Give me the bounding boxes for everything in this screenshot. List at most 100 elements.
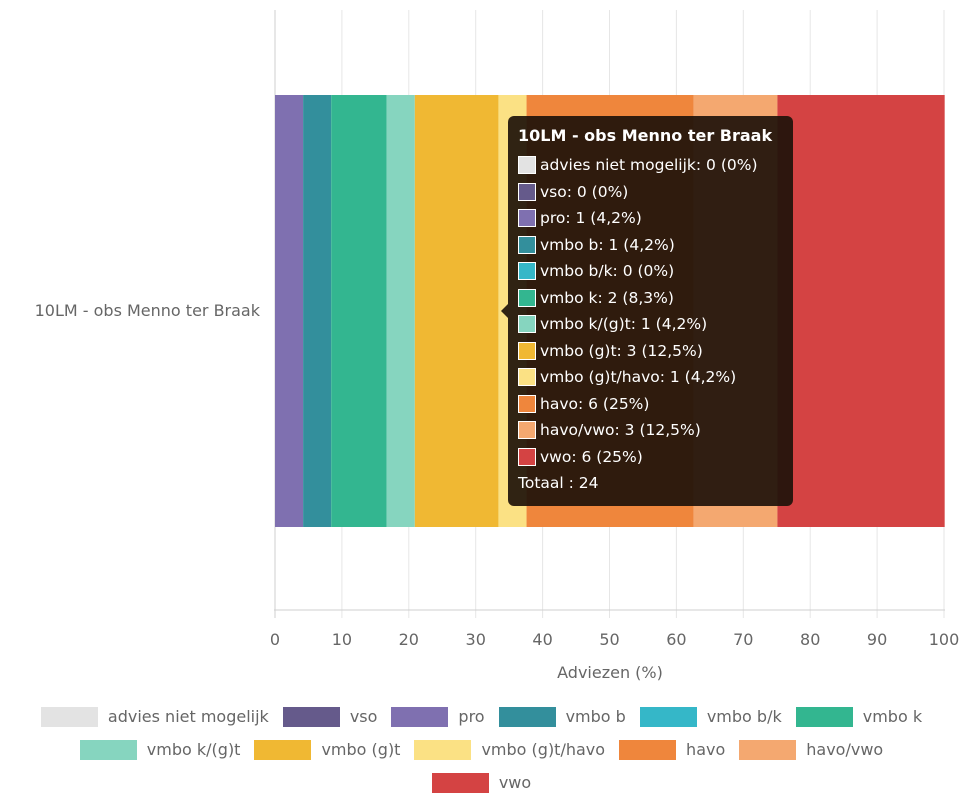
x-axis-title: Adviezen (%) xyxy=(557,663,663,682)
tooltip-row-text: vmbo k/(g)t: 1 (4,2%) xyxy=(540,315,708,334)
legend: advies niet mogelijk vso pro vmbo b vmbo b/k… xyxy=(0,700,963,799)
tooltip-total: Totaal : 24 xyxy=(518,474,599,492)
x-tick-label: 0 xyxy=(270,630,280,649)
tooltip-swatch xyxy=(518,209,536,228)
legend-swatch xyxy=(391,706,449,727)
tooltip-row-text: vmbo (g)t/havo: 1 (4,2%) xyxy=(540,368,737,387)
legend-item[interactable]: vmbo k/(g)t xyxy=(79,739,241,760)
tooltip-row-text: vmbo b: 1 (4,2%) xyxy=(540,235,675,254)
legend-item[interactable]: vwo xyxy=(431,772,532,793)
legend-item[interactable]: vmbo b xyxy=(498,706,626,727)
tooltip-row: vmbo b/k: 0 (0%) xyxy=(518,258,783,285)
tooltip-row-text: pro: 1 (4,2%) xyxy=(540,209,642,228)
bar-segment-vwo[interactable] xyxy=(777,95,945,527)
legend-label: vwo xyxy=(498,773,532,792)
legend-label: vmbo k/(g)t xyxy=(146,740,241,759)
legend-swatch xyxy=(498,706,556,727)
tooltip-row: pro: 1 (4,2%) xyxy=(518,205,783,232)
legend-item[interactable]: vmbo (g)t xyxy=(254,739,401,760)
x-tick-label: 80 xyxy=(800,630,820,649)
legend-swatch xyxy=(79,739,137,760)
tooltip-swatch xyxy=(518,288,536,307)
legend-label: pro xyxy=(458,707,485,726)
tooltip-swatch xyxy=(518,156,536,175)
tooltip-row-text: havo: 6 (25%) xyxy=(540,394,650,413)
tooltip-row: vmbo b: 1 (4,2%) xyxy=(518,232,783,259)
legend-item[interactable]: havo/vwo xyxy=(739,739,884,760)
legend-item[interactable]: vso xyxy=(282,706,378,727)
legend-swatch xyxy=(619,739,677,760)
x-tick-label: 100 xyxy=(929,630,960,649)
tooltip: 10LM - obs Menno ter Braak advies niet m… xyxy=(501,116,793,506)
legend-swatch xyxy=(639,706,697,727)
tooltip-swatch xyxy=(518,421,536,440)
x-tick-label: 70 xyxy=(733,630,753,649)
legend-item[interactable]: pro xyxy=(391,706,485,727)
tooltip-row: vmbo k: 2 (8,3%) xyxy=(518,285,783,312)
legend-item[interactable]: vmbo b/k xyxy=(639,706,782,727)
x-tick-label: 20 xyxy=(399,630,419,649)
tooltip-swatch xyxy=(518,262,536,281)
legend-label: vmbo k xyxy=(862,707,923,726)
tooltip-row-text: vso: 0 (0%) xyxy=(540,182,629,201)
bar-segment-vmbo-b[interactable] xyxy=(303,95,332,527)
tooltip-swatch xyxy=(518,394,536,413)
legend-swatch xyxy=(40,706,98,727)
tooltip-row-text: vmbo b/k: 0 (0%) xyxy=(540,262,675,281)
legend-row: advies niet mogelijk vso pro vmbo b vmbo b/k… xyxy=(0,700,963,733)
tooltip-row-text: advies niet mogelijk: 0 (0%) xyxy=(540,156,758,175)
stacked-bar-chart: 0 10 20 30 40 50 60 70 80 90 100 10LM - obs Menno … xyxy=(35,10,959,682)
x-tick-label: 40 xyxy=(532,630,552,649)
tooltip-row-text: vmbo k: 2 (8,3%) xyxy=(540,288,674,307)
tooltip-swatch xyxy=(518,368,536,387)
x-tick-label: 90 xyxy=(867,630,887,649)
legend-row: vmbo k/(g)t vmbo (g)t vmbo (g)t/havo havo ha… xyxy=(0,733,963,766)
legend-item[interactable]: havo xyxy=(619,739,726,760)
bar-segment-pro[interactable] xyxy=(275,95,304,527)
tooltip-row: vso: 0 (0%) xyxy=(518,179,783,206)
legend-item[interactable]: vmbo (g)t/havo xyxy=(414,739,606,760)
tooltip-row: advies niet mogelijk: 0 (0%) xyxy=(518,152,783,179)
tooltip-swatch xyxy=(518,341,536,360)
legend-swatch xyxy=(414,739,472,760)
legend-swatch xyxy=(431,772,489,793)
tooltip-row: havo: 6 (25%) xyxy=(518,391,783,418)
x-tick-label: 30 xyxy=(466,630,486,649)
legend-label: vmbo (g)t xyxy=(321,740,401,759)
legend-swatch xyxy=(795,706,853,727)
bar-segment-vmbo-g-t[interactable] xyxy=(414,95,499,527)
legend-swatch xyxy=(282,706,340,727)
legend-item[interactable]: advies niet mogelijk xyxy=(40,706,269,727)
x-tick-label: 60 xyxy=(666,630,686,649)
legend-label: advies niet mogelijk xyxy=(107,707,269,726)
tooltip-swatch xyxy=(518,182,536,201)
tooltip-row-text: vmbo (g)t: 3 (12,5%) xyxy=(540,341,703,360)
legend-label: havo/vwo xyxy=(806,740,884,759)
bar-segment-vmbo-k[interactable] xyxy=(331,95,387,527)
tooltip-row: vmbo (g)t: 3 (12,5%) xyxy=(518,338,783,365)
tooltip-swatch xyxy=(518,235,536,254)
tooltip-row: vwo: 6 (25%) xyxy=(518,444,783,471)
tooltip-row-text: vwo: 6 (25%) xyxy=(540,447,643,466)
tooltip-row: havo/vwo: 3 (12,5%) xyxy=(518,417,783,444)
legend-label: vso xyxy=(349,707,378,726)
x-tick-label: 50 xyxy=(599,630,619,649)
tooltip-title: 10LM - obs Menno ter Braak xyxy=(518,126,773,145)
tooltip-row: vmbo k/(g)t: 1 (4,2%) xyxy=(518,311,783,338)
tooltip-row: vmbo (g)t/havo: 1 (4,2%) xyxy=(518,364,783,391)
legend-swatch xyxy=(254,739,312,760)
legend-swatch xyxy=(739,739,797,760)
tooltip-row-text: havo/vwo: 3 (12,5%) xyxy=(540,421,701,440)
tooltip-caret xyxy=(501,304,508,318)
bar-segment-vmbo-k-g-t[interactable] xyxy=(386,95,415,527)
tooltip-swatch xyxy=(518,447,536,466)
legend-item[interactable]: vmbo k xyxy=(795,706,923,727)
category-label: 10LM - obs Menno ter Braak xyxy=(35,301,261,320)
legend-label: havo xyxy=(686,740,726,759)
legend-label: vmbo b xyxy=(565,707,626,726)
legend-row: vwo xyxy=(0,766,963,799)
x-tick-labels: 0 10 20 30 40 50 60 70 80 90 100 xyxy=(270,630,959,649)
legend-label: vmbo b/k xyxy=(706,707,782,726)
tooltip-swatch xyxy=(518,315,536,334)
legend-label: vmbo (g)t/havo xyxy=(481,740,606,759)
